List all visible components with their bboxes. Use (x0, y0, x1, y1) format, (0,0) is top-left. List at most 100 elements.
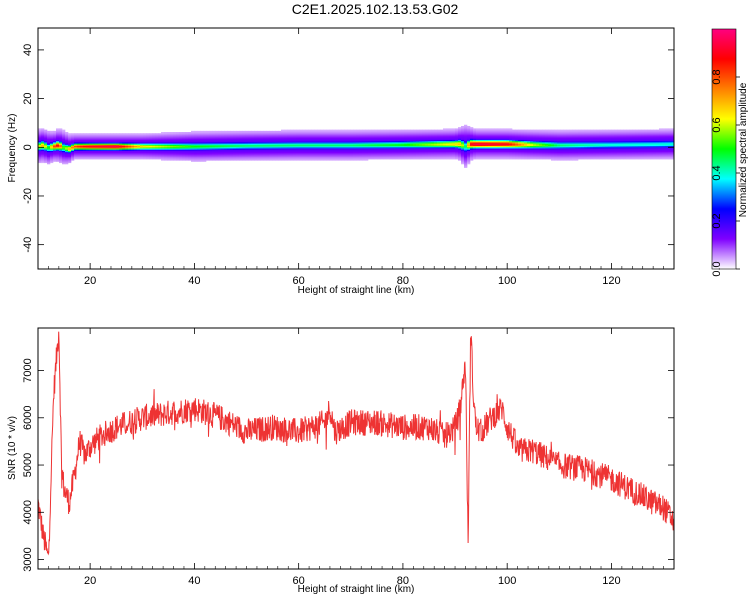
heatmap-cell (197, 146, 201, 149)
heatmap-cell (626, 138, 630, 140)
heatmap-cell (203, 140, 207, 143)
heatmap-cell (488, 146, 492, 149)
heatmap-cell (149, 146, 153, 149)
heatmap-cell (557, 147, 561, 150)
heatmap-cell (332, 149, 336, 151)
heatmap-cell (374, 143, 378, 145)
heatmap-cell (605, 133, 609, 136)
heatmap-cell (104, 136, 108, 139)
heatmap-cell (593, 152, 597, 155)
heatmap-cell (332, 135, 336, 138)
heatmap-cell (44, 158, 48, 161)
heatmap-cell (260, 135, 264, 138)
heatmap-cell (80, 145, 84, 148)
heatmap-cell (605, 141, 609, 144)
heatmap-cell (581, 143, 585, 145)
heatmap-cell (569, 129, 573, 132)
heatmap-cell (479, 150, 483, 153)
heatmap-cell (599, 145, 603, 148)
heatmap-cell (557, 134, 561, 137)
heatmap-cell (533, 139, 537, 142)
heatmap-cell (62, 155, 66, 157)
heatmap-cell (341, 158, 345, 161)
heatmap-cell (548, 156, 552, 159)
heatmap-cell (38, 156, 42, 159)
heatmap-cell (146, 139, 150, 142)
heatmap-cell (146, 134, 150, 137)
heatmap-cell (257, 158, 261, 161)
heatmap-cell (269, 134, 273, 137)
heatmap-cell (452, 147, 456, 150)
heatmap-cell (338, 147, 342, 150)
heatmap-cell (395, 133, 399, 136)
heatmap-cell (569, 147, 573, 150)
heatmap-cell (476, 133, 480, 136)
heatmap-cell (227, 132, 231, 134)
heatmap-cell (425, 133, 429, 136)
heatmap-cell (482, 152, 486, 155)
heatmap-cell (41, 129, 45, 132)
heatmap-cell (296, 157, 300, 160)
heatmap-cell (44, 134, 48, 137)
heatmap-cell (179, 141, 183, 144)
heatmap-cell (92, 140, 96, 143)
heatmap-cell (644, 130, 648, 133)
heatmap-cell (236, 140, 240, 143)
heatmap-cell (536, 132, 540, 134)
heatmap-cell (161, 132, 165, 134)
heatmap-cell (452, 153, 456, 156)
heatmap-cell (491, 140, 495, 143)
heatmap-cell (302, 149, 306, 151)
heatmap-cell (335, 130, 339, 133)
heatmap-cell (512, 145, 516, 148)
heatmap-cell (341, 149, 345, 151)
heatmap-cell (191, 158, 195, 161)
heatmap-cell (542, 130, 546, 133)
heatmap-cell (650, 150, 654, 153)
heatmap-cell (362, 141, 366, 144)
heatmap-cell (368, 155, 372, 157)
heatmap-cell (515, 145, 519, 148)
heatmap-cell (332, 157, 336, 160)
heatmap-cell (410, 150, 414, 153)
heatmap-cell (302, 156, 306, 159)
heatmap-cell (587, 150, 591, 153)
heatmap-cell (104, 145, 108, 148)
heatmap-cell (635, 129, 639, 132)
heatmap-cell (230, 153, 234, 156)
heatmap-cell (197, 158, 201, 161)
heatmap-cell (245, 130, 249, 133)
heatmap-cell (350, 158, 354, 161)
heatmap-cell (56, 132, 60, 134)
heatmap-cell (563, 158, 567, 161)
heatmap-cell (212, 157, 216, 160)
heatmap-cell (41, 145, 45, 148)
heatmap-cell (50, 153, 54, 156)
heatmap-cell (452, 150, 456, 153)
heatmap-cell (422, 156, 426, 159)
heatmap-cell (131, 138, 135, 140)
heatmap-cell (395, 129, 399, 132)
heatmap-cell (614, 139, 618, 142)
heatmap-cell (515, 132, 519, 134)
heatmap-cell (176, 158, 180, 161)
heatmap-cell (83, 146, 87, 149)
heatmap-cell (65, 140, 69, 143)
heatmap-cell (512, 130, 516, 133)
heatmap-cell (623, 143, 627, 145)
heatmap-cell (68, 135, 72, 138)
heatmap-cell (518, 130, 522, 133)
heatmap-cell (386, 138, 390, 140)
heatmap-cell (260, 146, 264, 149)
heatmap-cell (320, 136, 324, 139)
heatmap-cell (581, 135, 585, 138)
heatmap-cell (200, 143, 204, 145)
heatmap-cell (287, 149, 291, 151)
heatmap-cell (143, 150, 147, 153)
heatmap-cell (245, 147, 249, 150)
heatmap-cell (539, 147, 543, 150)
heatmap-cell (383, 149, 387, 151)
heatmap-cell (359, 135, 363, 138)
heatmap-cell (614, 138, 618, 140)
heatmap-cell (455, 144, 459, 147)
